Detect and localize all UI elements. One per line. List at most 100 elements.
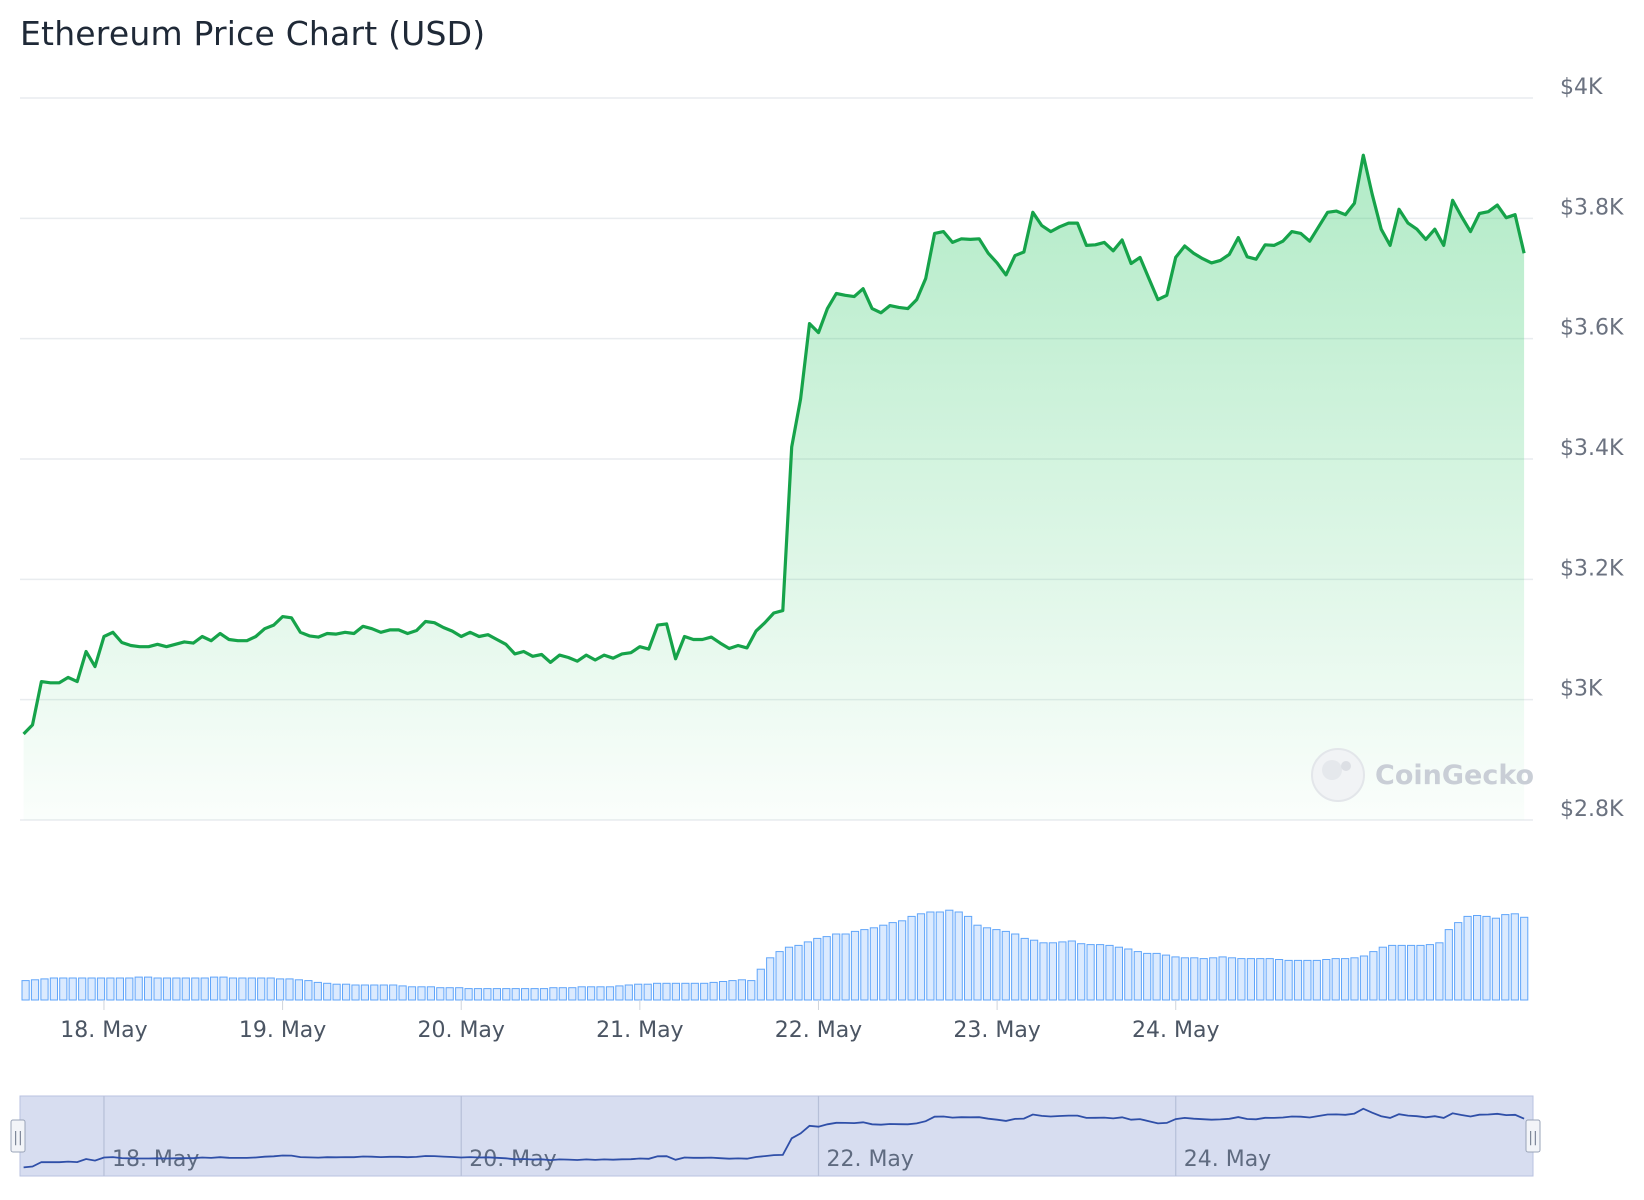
volume-bar <box>49 977 58 1001</box>
price-line[interactable] <box>22 153 1526 736</box>
volume-bar <box>342 983 351 1001</box>
volume-bar <box>700 982 709 1001</box>
volume-bar <box>916 913 926 1001</box>
volume-bar <box>1152 952 1161 1001</box>
volume-bar <box>973 924 982 1001</box>
volume-bar <box>257 977 266 1001</box>
y-tick-label: $4K <box>1560 75 1603 100</box>
volume-bar <box>59 977 68 1001</box>
y-tick-label: $3.2K <box>1560 556 1624 581</box>
volume-bar <box>426 986 435 1001</box>
x-tick-label: 21. May <box>596 1018 683 1043</box>
volume-bar <box>888 922 897 1001</box>
volume-bar <box>210 976 219 1001</box>
volume-bar <box>879 924 888 1001</box>
volume-bar <box>1227 957 1237 1001</box>
volume-bar <box>841 933 850 1001</box>
coingecko-watermark: CoinGecko <box>1311 748 1534 802</box>
volume-bar <box>1341 958 1350 1001</box>
volume-bar <box>1388 944 1397 1001</box>
volume-bar <box>1124 948 1133 1001</box>
y-tick-label: $2.8K <box>1560 797 1624 822</box>
volume-bar <box>737 979 746 1001</box>
volume-bar <box>511 988 520 1001</box>
volume-bar <box>30 979 40 1001</box>
volume-bar <box>125 977 134 1001</box>
volume-bar <box>1171 956 1180 1001</box>
y-tick-label: $3.6K <box>1560 316 1624 341</box>
volume-bar <box>455 987 464 1001</box>
volume-bar <box>832 933 841 1001</box>
volume-bar <box>473 988 483 1001</box>
y-axis: $2.8K $3K $3.2K $3.4K $3.6K $3.8K $4K <box>1560 75 1624 822</box>
volume-bar <box>1256 958 1265 1001</box>
volume-bar <box>78 977 87 1001</box>
volume-bar <box>926 911 935 1001</box>
volume-bar <box>1520 916 1529 1001</box>
volume-bar <box>1293 959 1303 1001</box>
volume-bar <box>1199 958 1208 1001</box>
volume-bar <box>1067 940 1076 1001</box>
volume-bar <box>1322 959 1331 1001</box>
volume-bar <box>40 978 49 1001</box>
volume-bar <box>502 988 511 1001</box>
navigator-right-handle[interactable]: || <box>1525 1119 1541 1153</box>
volume-bar <box>1454 922 1463 1001</box>
volume-bar <box>1105 944 1114 1001</box>
volume-bar <box>172 977 181 1001</box>
volume-bar <box>1482 915 1491 1001</box>
volume-bars <box>21 909 1529 1001</box>
volume-bar <box>247 977 256 1001</box>
navigator-left-handle[interactable]: || <box>10 1119 26 1153</box>
volume-bar <box>587 986 596 1001</box>
navigator-range[interactable] <box>19 1095 1534 1177</box>
volume-bar <box>1416 944 1425 1001</box>
y-tick-label: $3.8K <box>1560 195 1624 220</box>
volume-bar <box>568 987 577 1001</box>
volume-bar <box>1218 956 1227 1001</box>
volume-bar <box>1444 929 1453 1001</box>
volume-bar <box>1369 951 1378 1001</box>
volume-bar <box>539 988 549 1001</box>
volume-bar <box>1237 958 1246 1001</box>
volume-bar <box>313 981 322 1001</box>
navigator-tick-label: 22. May <box>826 1147 913 1172</box>
volume-bar <box>1180 957 1190 1001</box>
volume-bar <box>1312 959 1321 1001</box>
volume-bar <box>577 986 586 1001</box>
volume-bar <box>200 977 209 1001</box>
volume-bar <box>1011 933 1020 1001</box>
y-tick-label: $3K <box>1560 677 1603 702</box>
volume-bar <box>1114 946 1124 1001</box>
volume-bar <box>1058 941 1067 1001</box>
chart-title: Ethereum Price Chart (USD) <box>20 14 486 53</box>
volume-bar <box>747 980 756 1001</box>
volume-bar <box>671 982 680 1001</box>
volume-bar <box>907 915 916 1001</box>
handle-grip-icon: || <box>1528 1130 1537 1146</box>
volume-bar <box>492 988 501 1001</box>
volume-bar <box>162 977 172 1001</box>
y-tick-label: $3.4K <box>1560 436 1624 461</box>
volume-bar <box>228 977 238 1001</box>
volume-bar <box>1435 942 1444 1001</box>
volume-bar <box>813 937 822 1001</box>
volume-bar <box>96 977 106 1001</box>
volume-bar <box>530 988 539 1001</box>
volume-bar <box>191 977 200 1001</box>
volume-bar <box>756 968 765 1001</box>
navigator[interactable]: 18. May 20. May 22. May 24. May || || <box>10 1095 1541 1177</box>
volume-bar <box>1030 939 1039 1001</box>
volume-bar <box>464 988 473 1001</box>
volume-bar <box>1096 944 1105 1001</box>
volume-bar <box>653 982 662 1001</box>
volume-bar <box>332 983 341 1001</box>
volume-bar <box>935 911 944 1001</box>
volume-bar <box>68 977 77 1001</box>
volume-bar <box>134 976 143 1001</box>
watermark-text: CoinGecko <box>1375 760 1534 791</box>
volume-bar <box>521 988 530 1001</box>
x-tick-label: 23. May <box>953 1018 1040 1043</box>
volume-bar <box>106 977 115 1001</box>
